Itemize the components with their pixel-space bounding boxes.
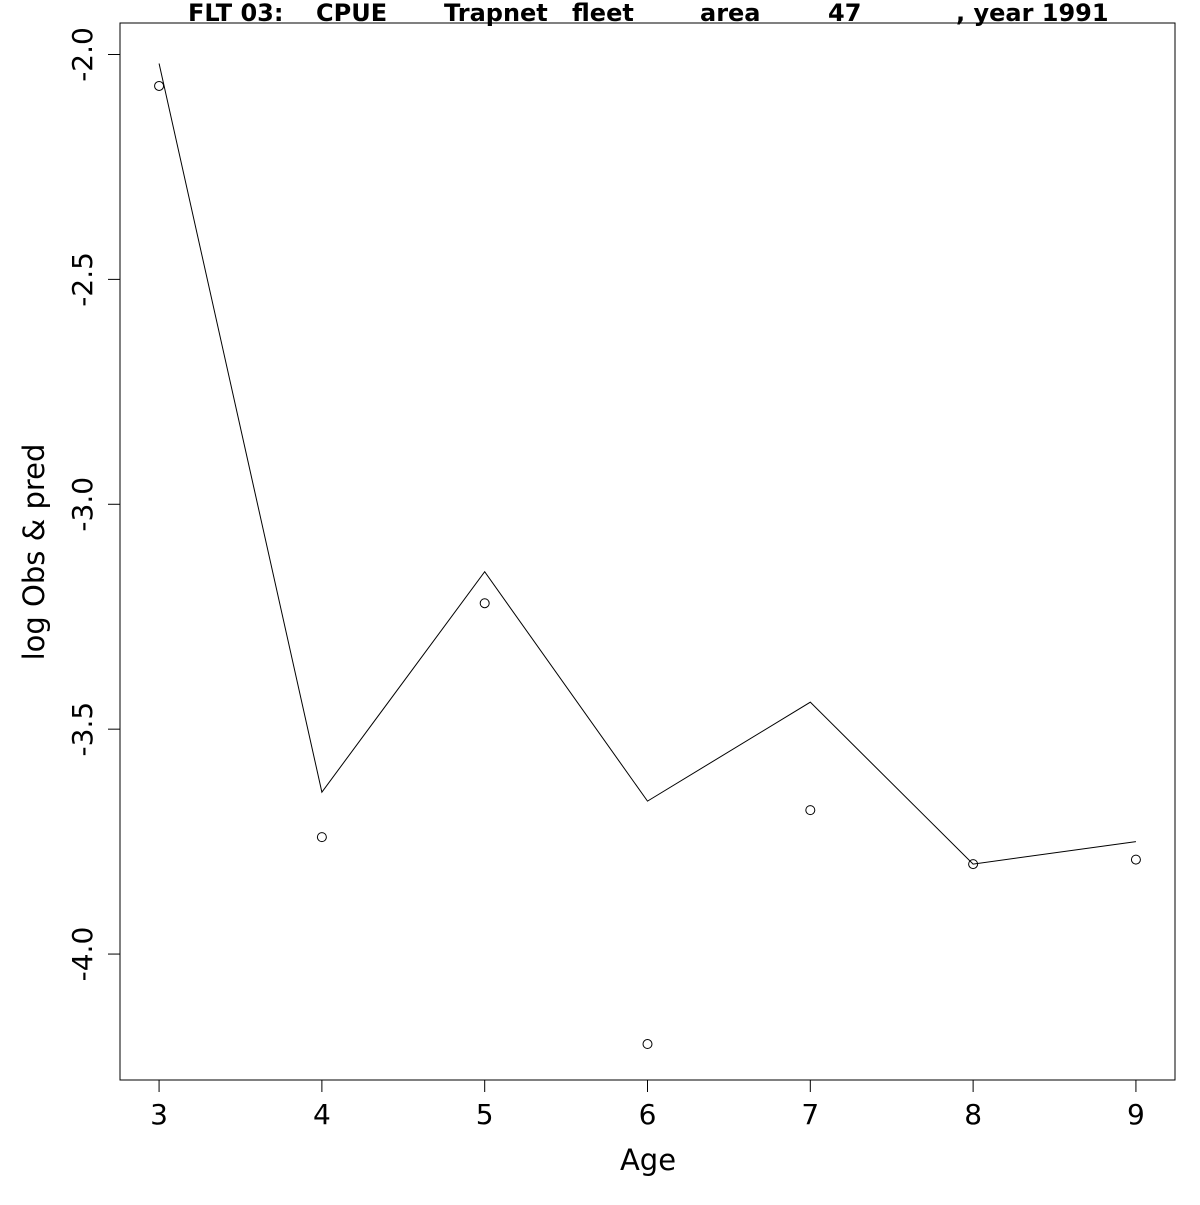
observed-point xyxy=(805,805,816,816)
observed-point xyxy=(1130,854,1141,865)
y-tick-label: -4.0 xyxy=(66,927,99,982)
observed-point xyxy=(642,1039,653,1050)
title-part-flt: FLT 03: xyxy=(188,0,283,27)
title-part-area-number: 47 xyxy=(828,0,861,27)
x-tick-label: 7 xyxy=(801,1098,819,1131)
title-part-trapnet: Trapnet xyxy=(444,0,548,27)
predicted-line xyxy=(158,63,1136,865)
title-part-area: area xyxy=(700,0,761,27)
observed-point xyxy=(968,859,979,870)
observed-point xyxy=(316,832,327,843)
x-axis-title: Age xyxy=(620,1143,676,1177)
plot-frame xyxy=(119,22,1176,1081)
y-tick-label: -2.0 xyxy=(66,27,99,82)
y-axis: -2.0 -2.5 -3.0 -3.5 -4.0 xyxy=(66,27,121,982)
x-tick-label: 8 xyxy=(964,1098,982,1131)
y-tick-label: -3.5 xyxy=(66,702,99,757)
observed-points-series xyxy=(154,80,1141,1050)
title-part-year: , year 1991 xyxy=(956,0,1109,27)
x-tick-label: 3 xyxy=(150,1098,168,1131)
x-tick-label: 6 xyxy=(639,1098,657,1131)
x-axis: 3 4 5 6 7 8 9 xyxy=(150,1079,1145,1131)
observed-point xyxy=(479,598,490,609)
x-tick-label: 9 xyxy=(1127,1098,1145,1131)
y-axis-title: log Obs & pred xyxy=(17,444,51,661)
observed-point xyxy=(154,80,165,91)
title-part-cpue: CPUE xyxy=(316,0,387,27)
x-tick-label: 4 xyxy=(313,1098,331,1131)
predicted-line-series xyxy=(158,63,1136,865)
y-tick-label: -2.5 xyxy=(66,252,99,307)
y-tick-label: -3.0 xyxy=(66,477,99,532)
title-part-fleet: fleet xyxy=(572,0,634,27)
chart-title: FLT 03: CPUE Trapnet fleet area 47 , yea… xyxy=(188,0,1109,27)
x-tick-label: 5 xyxy=(476,1098,494,1131)
